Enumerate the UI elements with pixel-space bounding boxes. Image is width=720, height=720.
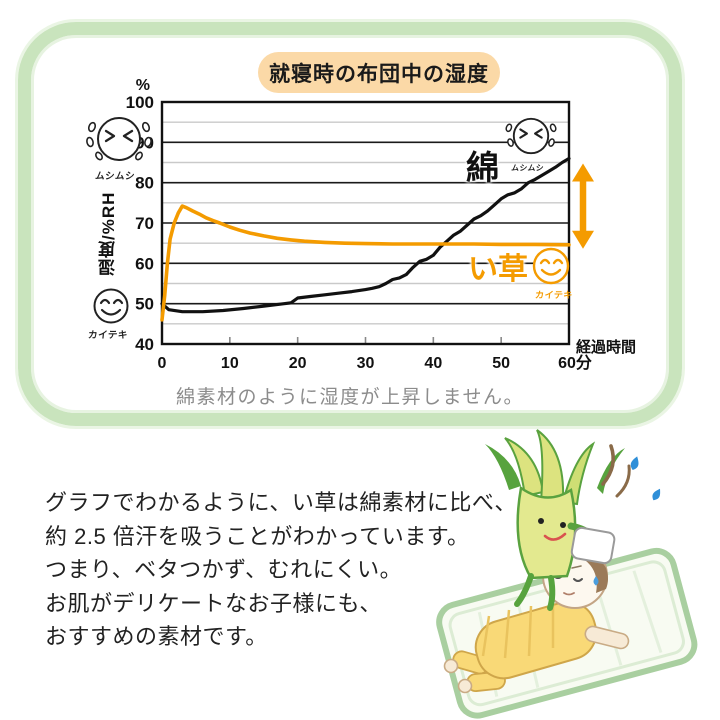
series-label-cotton: 綿: [466, 149, 499, 186]
green-frame: [18, 22, 682, 426]
x-tick-label: 20: [289, 355, 307, 372]
body-paragraph: グラフでわかるように、い草は綿素材に比べ、 約 2.5 倍汗を吸うことがわかって…: [45, 486, 517, 654]
y-tick-label: 70: [135, 214, 154, 233]
body-line: 約 2.5 倍汗を吸うことがわかっています。: [45, 523, 470, 549]
series-line-綿: [160, 156, 571, 314]
y-tick-label: 60: [135, 254, 154, 273]
y-tick-label: 100: [126, 93, 154, 112]
y-tick-label: 40: [135, 335, 154, 354]
series-label-igusa: い草: [468, 253, 528, 286]
kaiteki-label: カイテキ: [87, 330, 128, 341]
x-tick-label: 50: [492, 355, 510, 372]
mushimushi-label-right: ムシムシ: [511, 163, 545, 172]
sweaty-face-icon-cotton: ムシムシ: [505, 117, 557, 172]
plot-border: [160, 100, 571, 346]
illustration-igusa-and-child: [436, 429, 698, 719]
body-line: お肌がデリケートなお子様にも、: [45, 590, 382, 616]
body-line: グラフでわかるように、い草は綿素材に比べ、: [45, 490, 517, 515]
y-axis-title: 湿度/%RH: [99, 191, 118, 277]
sweat-drops: [630, 456, 661, 501]
x-tick-label: 0: [158, 355, 167, 372]
series-line-い草: [160, 204, 571, 322]
gap-arrow-annotation: [572, 163, 594, 249]
chart-title-pill: 就寝時の布団中の湿度: [258, 52, 500, 93]
smiley-face-icon-igusa: カイテキ: [532, 247, 574, 300]
y-unit-label: %: [136, 77, 150, 94]
chart-title: 就寝時の布団中の湿度: [269, 62, 489, 86]
igusa-character: [485, 429, 625, 611]
x-axis-title: 経過時間: [576, 339, 637, 356]
mushimushi-label: ムシムシ: [94, 171, 135, 182]
x-tick-label: 60分: [558, 354, 592, 372]
x-tick-label: 30: [357, 355, 375, 372]
y-tick-label: 80: [135, 174, 154, 193]
smiley-face-icon: カイテキ: [87, 288, 129, 341]
kaiteki-label-right: カイテキ: [535, 290, 574, 300]
x-tick-label: 10: [221, 355, 239, 372]
wiping-cloth: [570, 526, 616, 565]
body-line: おすすめの素材です。: [45, 624, 268, 649]
body-line: つまり、ベタつかず、むれにくい。: [45, 557, 403, 582]
y-tick-label: 50: [135, 295, 154, 314]
sweat-drop: [593, 576, 599, 586]
x-tick-label: 40: [424, 355, 442, 372]
sweaty-face-icon: ムシムシ: [86, 117, 152, 182]
chart-caption: 綿素材のように湿度が上昇しません。: [176, 387, 524, 408]
motion-lines: [601, 444, 631, 498]
